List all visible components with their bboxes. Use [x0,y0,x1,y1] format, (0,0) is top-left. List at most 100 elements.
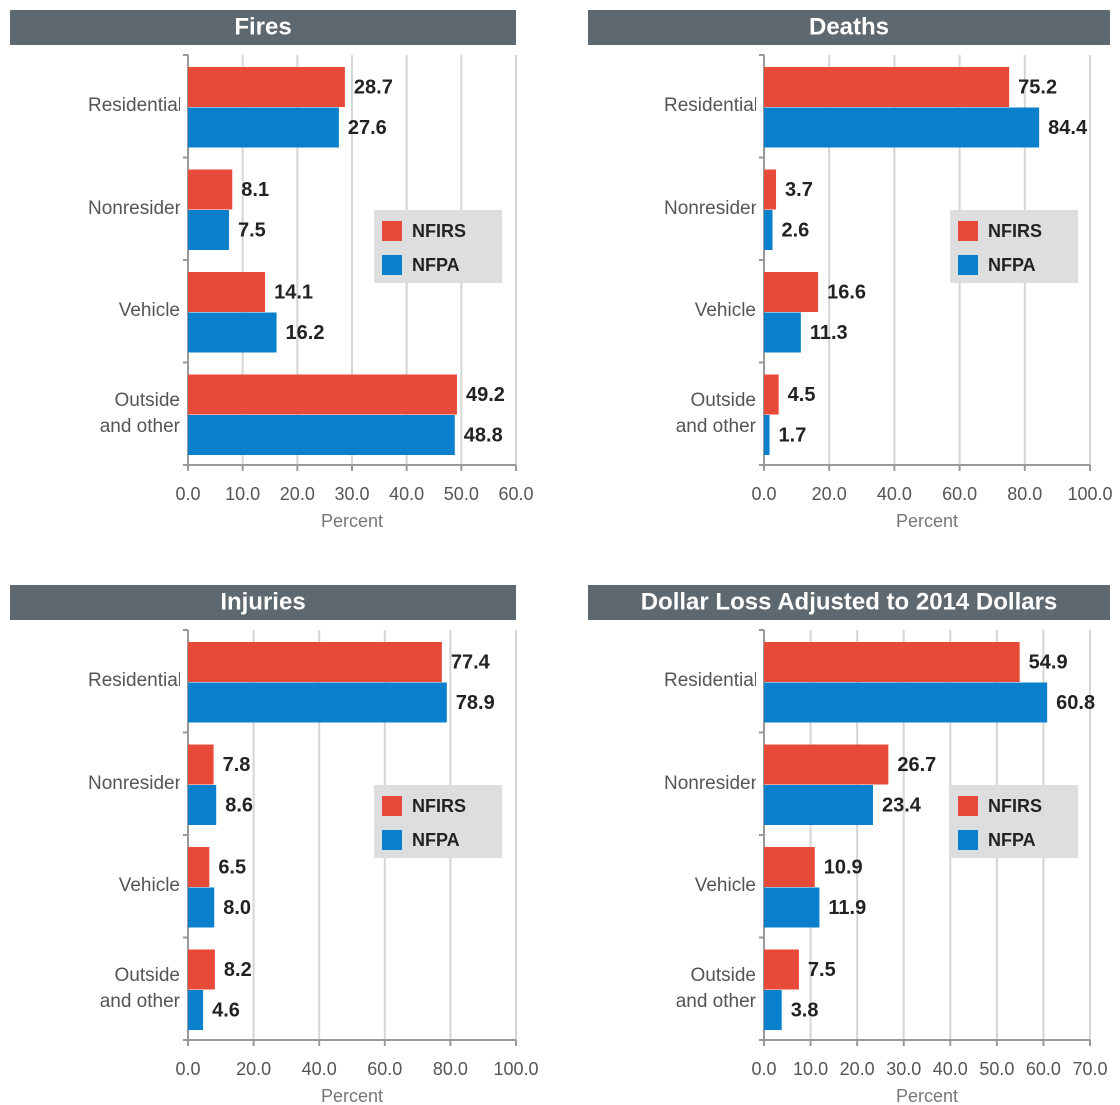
title-bar [10,10,516,45]
legend-swatch [958,830,978,850]
value-label: 1.7 [779,424,807,446]
category-label-box: Nonresidential [5,733,180,836]
value-label: 28.7 [354,76,393,98]
bar [764,169,777,210]
x-tick-label: 80.0 [1007,484,1042,504]
x-axis-label: Percent [896,511,958,531]
value-label: 7.5 [238,219,266,241]
legend-swatch [382,221,402,241]
x-tick-label: 20.0 [840,1059,875,1079]
legend-label: NFIRS [412,796,466,816]
y-tick-label: Residential [88,95,180,117]
legend-swatch [382,830,402,850]
category-label-wrap: Residential [581,55,756,158]
bar [764,107,1040,148]
y-tick-label: Outside and other [99,964,180,1012]
legend-swatch [382,255,402,275]
x-tick-label: 100.0 [1067,484,1112,504]
value-label: 7.5 [808,959,836,981]
y-tick-label: Nonresidential [88,772,180,794]
category-label-wrap: Outside and other [5,938,180,1041]
category-label-box: Outside and other [5,938,180,1041]
bar [188,887,215,928]
x-tick-label: 0.0 [751,1059,776,1079]
legend-label: NFIRS [412,221,466,241]
x-tick-label: 10.0 [225,484,260,504]
bar [764,312,801,353]
title-bar [588,585,1110,620]
bar [764,682,1048,723]
x-tick-label: 80.0 [433,1059,468,1079]
x-tick-label: 60.0 [942,484,977,504]
bar [764,990,782,1030]
value-label: 54.9 [1029,651,1068,673]
category-label-wrap: Outside and other [5,363,180,466]
value-label: 49.2 [466,384,505,406]
value-label: 77.4 [451,651,491,673]
value-label: 11.9 [828,897,866,919]
value-label: 4.5 [788,384,816,406]
y-tick-label: Residential [88,670,180,692]
chart-title: Dollar Loss Adjusted to 2014 Dollars [641,588,1058,615]
x-tick-label: 0.0 [751,484,776,504]
category-label-wrap: Residential [5,55,180,158]
value-label: 26.7 [897,754,936,776]
category-label-wrap: Nonresidential [581,733,756,836]
bar [764,887,820,928]
value-label: 6.5 [218,856,246,878]
category-label-box: Vehicle [581,835,756,938]
y-tick-label: Outside and other [675,389,756,437]
legend-swatch [382,796,402,816]
legend-swatch [958,221,978,241]
value-label: 8.6 [225,794,253,816]
x-tick-label: 70.0 [1072,1059,1107,1079]
value-label: 3.8 [791,999,819,1021]
x-tick-label: 30.0 [334,484,369,504]
bar [188,642,442,682]
y-tick-label: Nonresidential [88,197,180,219]
category-label-box: Residential [5,55,180,158]
x-tick-label: 20.0 [812,484,847,504]
chart-title: Deaths [809,13,889,40]
x-tick-label: 10.0 [793,1059,828,1079]
category-label-box: Residential [88,670,180,692]
bar [764,415,770,455]
category-label-wrap: Vehicle [5,835,180,938]
x-tick-label: 30.0 [886,1059,921,1079]
legend-label: NFIRS [988,221,1042,241]
category-label-wrap: Nonresidential [5,733,180,836]
category-label-wrap: Vehicle [581,835,756,938]
x-tick-label: 40.0 [933,1059,968,1079]
value-label: 23.4 [882,794,922,816]
category-label-box: Nonresidential [581,733,756,836]
x-axis-label: Percent [321,1086,383,1105]
bar [188,682,447,723]
y-tick-label: Vehicle [118,300,180,322]
y-tick-label: Nonresidential [664,772,756,794]
value-label: 16.6 [827,281,866,303]
value-label: 16.2 [286,322,325,344]
legend-label: NFIRS [988,796,1042,816]
legend-label: NFPA [412,255,460,275]
category-label-box: Nonresidential [664,197,756,219]
x-tick-label: 50.0 [979,1059,1014,1079]
bar [188,67,345,107]
value-label: 8.0 [223,897,251,919]
y-tick-label: Nonresidential [664,197,756,219]
y-tick-label: Outside and other [99,389,180,437]
value-label: 78.9 [456,692,495,714]
value-label: 4.6 [212,999,240,1021]
value-label: 7.8 [223,754,251,776]
category-label-box: Outside and other [581,363,756,466]
x-tick-label: 60.0 [498,484,533,504]
x-tick-label: 20.0 [236,1059,271,1079]
category-label-wrap: Outside and other [581,363,756,466]
bar [764,210,773,250]
x-axis-label: Percent [321,511,383,531]
value-label: 84.4 [1048,117,1088,139]
category-label-wrap: Outside and other [581,938,756,1041]
bar [188,272,266,312]
category-label-box: Vehicle [5,835,180,938]
title-bar [10,585,516,620]
